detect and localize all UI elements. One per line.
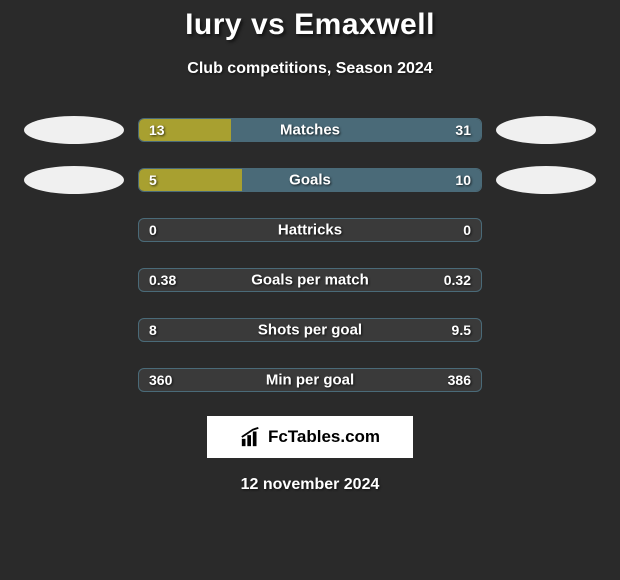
stat-bar: 13 31 Matches: [138, 118, 482, 142]
stat-row: 8 9.5 Shots per goal: [0, 316, 620, 344]
stat-left-value: 5: [149, 172, 157, 188]
bar-fill-right: [242, 169, 481, 191]
stat-label: Matches: [280, 122, 340, 139]
stat-row: 5 10 Goals: [0, 166, 620, 194]
badge-spacer: [496, 316, 596, 344]
stat-right-value: 31: [455, 122, 471, 138]
brand-logo: FcTables.com: [207, 416, 413, 458]
date-label: 12 november 2024: [0, 476, 620, 494]
stat-label: Hattricks: [278, 222, 342, 239]
stat-bar: 0.38 0.32 Goals per match: [138, 268, 482, 292]
badge-spacer: [496, 216, 596, 244]
badge-spacer: [24, 216, 124, 244]
bar-fill-right: [231, 119, 481, 141]
badge-spacer: [496, 266, 596, 294]
stat-right-value: 10: [455, 172, 471, 188]
player-right-name: Emaxwell: [294, 8, 435, 41]
stat-right-value: 0.32: [444, 272, 471, 288]
stat-bar: 360 386 Min per goal: [138, 368, 482, 392]
stat-right-value: 0: [463, 222, 471, 238]
stat-left-value: 360: [149, 372, 172, 388]
stat-right-value: 9.5: [452, 322, 471, 338]
stat-label: Shots per goal: [258, 322, 362, 339]
player-left-badge: [24, 116, 124, 144]
stat-row: 360 386 Min per goal: [0, 366, 620, 394]
stat-rows: 13 31 Matches 5 10 Goals 0 0 Hattricks 0.38 0.32 Go…: [0, 116, 620, 394]
chart-icon: [240, 426, 262, 448]
player-left-name: Iury: [185, 8, 242, 41]
stat-bar: 5 10 Goals: [138, 168, 482, 192]
stat-row: 13 31 Matches: [0, 116, 620, 144]
badge-spacer: [496, 366, 596, 394]
comparison-infographic: Iury vs Emaxwell Club competitions, Seas…: [0, 0, 620, 494]
subtitle: Club competitions, Season 2024: [0, 60, 620, 78]
stat-left-value: 0.38: [149, 272, 176, 288]
badge-spacer: [24, 266, 124, 294]
stat-left-value: 13: [149, 122, 165, 138]
brand-text: FcTables.com: [268, 427, 380, 447]
badge-spacer: [24, 366, 124, 394]
stat-label: Goals: [289, 172, 331, 189]
page-title: Iury vs Emaxwell: [0, 8, 620, 42]
stat-label: Min per goal: [266, 372, 354, 389]
badge-spacer: [24, 316, 124, 344]
stat-row: 0 0 Hattricks: [0, 216, 620, 244]
stat-left-value: 8: [149, 322, 157, 338]
stat-bar: 0 0 Hattricks: [138, 218, 482, 242]
stat-bar: 8 9.5 Shots per goal: [138, 318, 482, 342]
stat-right-value: 386: [448, 372, 471, 388]
vs-label: vs: [251, 8, 285, 41]
stat-label: Goals per match: [251, 272, 369, 289]
stat-row: 0.38 0.32 Goals per match: [0, 266, 620, 294]
player-left-badge: [24, 166, 124, 194]
stat-left-value: 0: [149, 222, 157, 238]
player-right-badge: [496, 166, 596, 194]
player-right-badge: [496, 116, 596, 144]
